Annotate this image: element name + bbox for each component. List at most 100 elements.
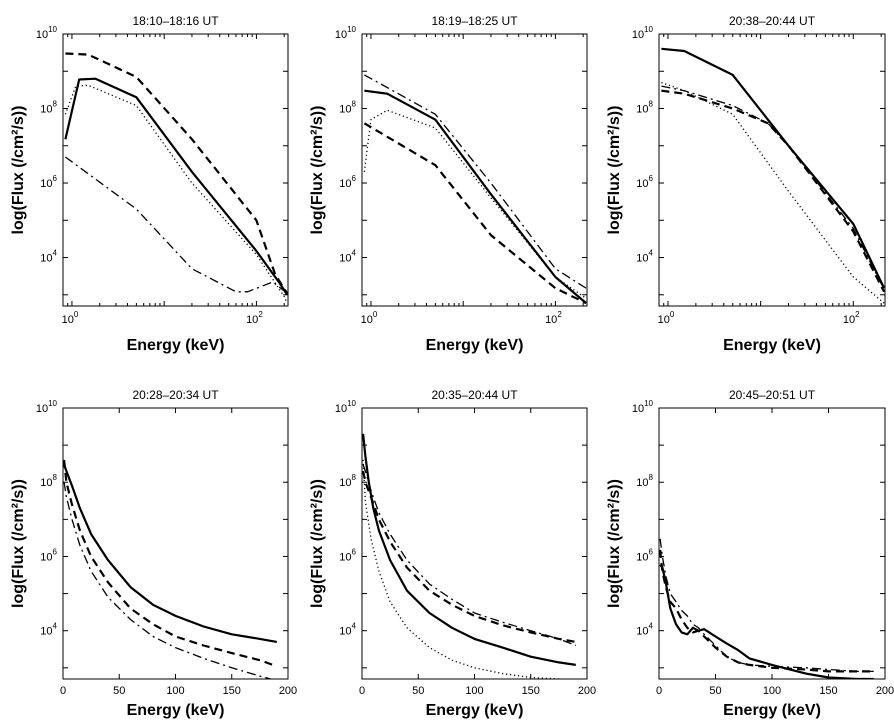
y-tick-label: 106 bbox=[636, 174, 653, 190]
series-group bbox=[362, 433, 577, 679]
y-tick-label: 1010 bbox=[632, 25, 654, 41]
x-axis-label: Energy (keV) bbox=[127, 337, 225, 354]
x-tick-label: 102 bbox=[843, 310, 860, 326]
chart-panel-6: 20:45–20:51 UT 104 106 108 1010 0 50 100 150 200 E… bbox=[606, 388, 894, 719]
y-tick-label: 104 bbox=[339, 622, 356, 638]
x-tick-label: 102 bbox=[246, 310, 263, 326]
series-solid bbox=[659, 564, 874, 679]
plot-frame bbox=[658, 407, 886, 680]
plot-frame bbox=[658, 33, 886, 307]
y-tick-label: 106 bbox=[40, 547, 57, 563]
x-tick-label: 150 bbox=[223, 685, 241, 697]
panel-title: 18:19–18:25 UT bbox=[431, 14, 518, 28]
panel-title: 20:38–20:44 UT bbox=[729, 14, 816, 28]
x-tick-label: 50 bbox=[412, 685, 424, 697]
axis-ticks bbox=[62, 407, 289, 679]
x-tick-label: 100 bbox=[658, 310, 675, 326]
panel-title: 18:10–18:16 UT bbox=[132, 14, 219, 28]
chart-panel-2: 18:19–18:25 UT 104 106 108 1010 100 102 Energy … bbox=[309, 14, 588, 354]
series-group bbox=[63, 459, 278, 679]
series-dashed bbox=[63, 459, 278, 668]
series-dashdot bbox=[659, 538, 874, 673]
x-axis-label: Energy (keV) bbox=[127, 702, 225, 719]
x-tick-label: 150 bbox=[522, 685, 540, 697]
series-group bbox=[64, 52, 288, 304]
panel-title: 20:28–20:34 UT bbox=[132, 388, 219, 402]
y-tick-label: 108 bbox=[40, 473, 57, 489]
series-dashed bbox=[661, 89, 885, 293]
x-tick-label: 100 bbox=[166, 685, 184, 697]
x-tick-label: 50 bbox=[113, 685, 125, 697]
x-tick-label: 200 bbox=[578, 685, 596, 697]
plot-frame bbox=[62, 33, 289, 307]
series-group bbox=[661, 47, 885, 304]
y-axis-label: log(Flux (/cm²/s)) bbox=[10, 479, 27, 608]
x-tick-label: 0 bbox=[60, 685, 66, 697]
x-tick-label: 150 bbox=[819, 685, 837, 697]
axis-ticks bbox=[62, 33, 288, 306]
axis-ticks bbox=[658, 33, 885, 306]
series-dashed bbox=[363, 122, 587, 305]
y-tick-label: 106 bbox=[339, 174, 356, 190]
chart-panel-1: 18:10–18:16 UT 104 106 108 1010 100 102 Energy … bbox=[10, 14, 289, 354]
series-dashdot bbox=[65, 156, 288, 294]
y-tick-label: 108 bbox=[339, 473, 356, 489]
series-dashdot bbox=[362, 464, 577, 647]
series-dashed bbox=[362, 470, 576, 643]
x-axis-label: Energy (keV) bbox=[426, 702, 524, 719]
x-tick-label: 100 bbox=[62, 310, 79, 326]
x-tick-label: 102 bbox=[545, 310, 562, 326]
x-tick-label: 200 bbox=[876, 685, 894, 697]
y-tick-label: 108 bbox=[636, 473, 653, 489]
x-tick-label: 50 bbox=[709, 685, 721, 697]
y-tick-label: 104 bbox=[339, 249, 356, 265]
series-solid bbox=[64, 77, 288, 296]
y-axis-label: log(Flux (/cm²/s)) bbox=[309, 479, 326, 608]
x-tick-label: 100 bbox=[465, 685, 483, 697]
chart-panel-5: 20:35–20:44 UT 104 106 108 1010 0 50 100 150 200 E… bbox=[309, 388, 596, 719]
series-solid bbox=[661, 47, 885, 289]
chart-panel-4: 20:28–20:34 UT 104 106 108 1010 0 50 100 150 200 E… bbox=[10, 388, 297, 719]
y-tick-label: 104 bbox=[40, 249, 57, 265]
y-tick-label: 1010 bbox=[335, 399, 357, 415]
series-dashdot bbox=[364, 74, 587, 289]
axis-ticks bbox=[658, 407, 886, 679]
series-group bbox=[659, 538, 874, 679]
x-axis-label: Energy (keV) bbox=[426, 337, 524, 354]
y-tick-label: 106 bbox=[40, 174, 57, 190]
chart-panel-3: 20:38–20:44 UT 104 106 108 1010 100 102 Energy … bbox=[606, 14, 886, 354]
y-tick-label: 108 bbox=[636, 100, 653, 116]
series-dashed bbox=[65, 52, 288, 294]
y-tick-label: 1010 bbox=[36, 25, 58, 41]
y-tick-label: 106 bbox=[339, 547, 356, 563]
y-tick-label: 106 bbox=[636, 547, 653, 563]
x-tick-label: 200 bbox=[279, 685, 297, 697]
y-tick-label: 1010 bbox=[335, 25, 357, 41]
y-axis-label: log(Flux (/cm²/s)) bbox=[10, 106, 27, 235]
y-axis-label: log(Flux (/cm²/s)) bbox=[606, 106, 623, 235]
axis-ticks bbox=[361, 33, 587, 306]
y-tick-label: 1010 bbox=[36, 399, 58, 415]
x-axis-label: Energy (keV) bbox=[723, 337, 821, 354]
series-dotted bbox=[661, 81, 885, 304]
plot-frame bbox=[361, 33, 588, 307]
y-tick-label: 108 bbox=[40, 100, 57, 116]
y-tick-label: 104 bbox=[40, 622, 57, 638]
x-tick-label: 100 bbox=[361, 310, 378, 326]
y-tick-label: 108 bbox=[339, 100, 356, 116]
axis-ticks bbox=[361, 407, 588, 679]
series-solid bbox=[364, 89, 587, 304]
x-tick-label: 0 bbox=[359, 685, 365, 697]
series-group bbox=[363, 74, 587, 305]
x-axis-label: Energy (keV) bbox=[723, 702, 821, 719]
series-dashed bbox=[659, 549, 874, 673]
y-axis-label: log(Flux (/cm²/s)) bbox=[309, 106, 326, 235]
x-tick-label: 100 bbox=[763, 685, 781, 697]
y-tick-label: 104 bbox=[636, 249, 653, 265]
panel-title: 20:45–20:51 UT bbox=[729, 388, 816, 402]
series-solid bbox=[63, 464, 277, 643]
y-tick-label: 104 bbox=[636, 622, 653, 638]
y-tick-label: 1010 bbox=[632, 399, 654, 415]
series-dashdot bbox=[63, 482, 274, 679]
